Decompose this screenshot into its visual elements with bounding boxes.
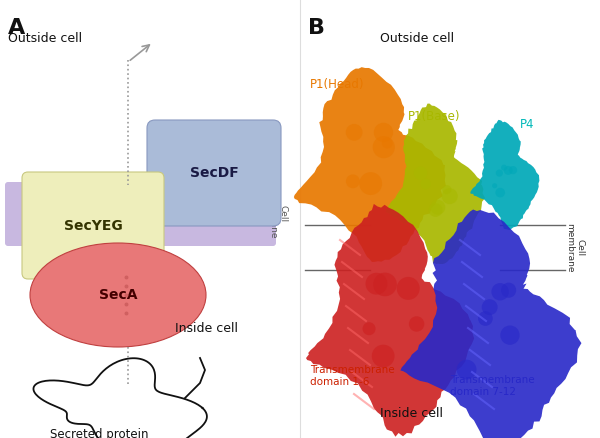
Text: Cell
membrane: Cell membrane xyxy=(565,223,585,273)
Circle shape xyxy=(492,183,497,188)
Text: Inside cell: Inside cell xyxy=(380,407,443,420)
Circle shape xyxy=(442,185,451,194)
Circle shape xyxy=(373,272,397,296)
Circle shape xyxy=(501,283,516,298)
Text: P4: P4 xyxy=(520,118,535,131)
Circle shape xyxy=(428,203,442,217)
FancyBboxPatch shape xyxy=(22,172,164,279)
FancyBboxPatch shape xyxy=(147,120,281,226)
Circle shape xyxy=(501,165,507,171)
Circle shape xyxy=(346,124,362,141)
Text: B: B xyxy=(308,18,325,38)
Text: A: A xyxy=(8,18,25,38)
Text: SecA: SecA xyxy=(99,288,137,302)
Circle shape xyxy=(359,172,382,195)
FancyBboxPatch shape xyxy=(5,182,276,246)
Circle shape xyxy=(346,174,360,188)
Text: Outside cell: Outside cell xyxy=(380,32,454,45)
Circle shape xyxy=(430,200,445,215)
Circle shape xyxy=(414,166,427,180)
Circle shape xyxy=(397,277,420,300)
Text: Cell
membrane: Cell membrane xyxy=(268,189,288,239)
Text: Transmembrane
domain 1-6: Transmembrane domain 1-6 xyxy=(310,365,395,387)
Polygon shape xyxy=(470,120,539,230)
Text: SecYEG: SecYEG xyxy=(64,219,122,233)
Circle shape xyxy=(500,325,520,345)
Text: Secreted protein: Secreted protein xyxy=(50,428,149,438)
Circle shape xyxy=(382,138,392,148)
Circle shape xyxy=(409,316,424,332)
Circle shape xyxy=(374,123,393,142)
Circle shape xyxy=(482,299,497,315)
Polygon shape xyxy=(294,67,446,262)
Circle shape xyxy=(496,188,505,198)
Polygon shape xyxy=(306,204,474,437)
Polygon shape xyxy=(385,103,485,264)
Circle shape xyxy=(373,136,395,158)
Text: SecDF: SecDF xyxy=(190,166,238,180)
Polygon shape xyxy=(400,209,581,438)
Text: Transmembrane
domain 7-12: Transmembrane domain 7-12 xyxy=(450,375,535,396)
Text: P1(Head): P1(Head) xyxy=(310,78,365,91)
Circle shape xyxy=(478,311,493,326)
Circle shape xyxy=(365,273,388,295)
Circle shape xyxy=(491,283,509,300)
Circle shape xyxy=(509,166,517,174)
Circle shape xyxy=(442,188,458,204)
Circle shape xyxy=(421,179,431,189)
Circle shape xyxy=(504,166,512,175)
Text: Outside cell: Outside cell xyxy=(8,32,82,45)
Text: P1(Base): P1(Base) xyxy=(408,110,461,123)
Circle shape xyxy=(496,170,503,177)
Ellipse shape xyxy=(30,243,206,347)
Text: Inside cell: Inside cell xyxy=(175,322,238,335)
Circle shape xyxy=(372,345,395,367)
Circle shape xyxy=(457,360,476,380)
Circle shape xyxy=(362,322,376,335)
